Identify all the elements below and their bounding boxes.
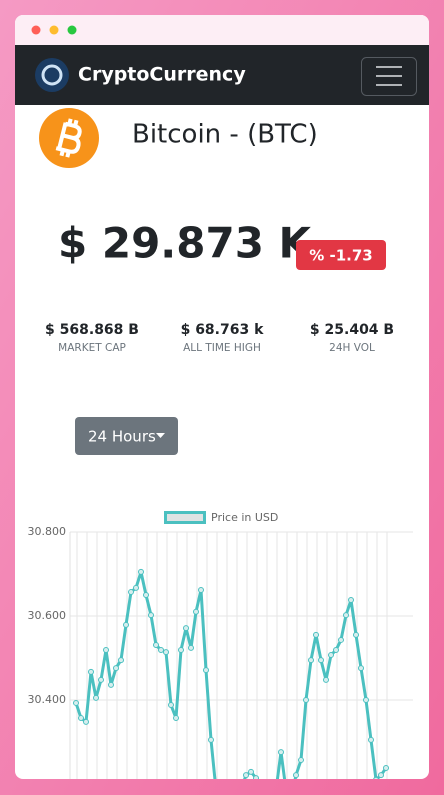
price-point — [158, 647, 164, 654]
title-bar — [15, 15, 429, 45]
price-point — [138, 568, 144, 575]
brand[interactable]: CryptoCurrency — [78, 64, 246, 86]
chart: 30.400 30.600 30.800 Price in USD — [28, 511, 413, 779]
price-point — [118, 657, 124, 664]
stat-value: $ 568.868 B — [45, 322, 139, 338]
price-point — [93, 694, 99, 701]
price-point — [88, 668, 94, 675]
price-point — [128, 589, 134, 596]
change-text: % -1.73 — [309, 247, 373, 265]
price-point — [178, 647, 184, 654]
close-dot[interactable] — [31, 25, 41, 35]
stat-label: MARKET CAP — [58, 342, 126, 354]
legend-label: Price in USD — [211, 511, 278, 524]
menu-button[interactable] — [361, 57, 417, 96]
price-point — [108, 681, 114, 688]
price-point — [83, 718, 89, 725]
price-point — [248, 768, 254, 775]
price-point — [113, 665, 119, 672]
price-point — [173, 715, 179, 722]
price-point — [358, 665, 364, 672]
timeframe-dropdown[interactable] — [75, 417, 178, 455]
price-point — [98, 676, 104, 683]
price-point — [318, 657, 324, 664]
coin-price: $ 29.873 K — [58, 219, 313, 268]
price-point — [308, 657, 314, 664]
price-point — [153, 641, 159, 648]
price-point — [123, 621, 129, 628]
y-tick-label: 30.800 — [28, 525, 67, 538]
change-badge — [296, 240, 386, 270]
price-point — [323, 676, 329, 683]
price-point — [143, 592, 149, 598]
price-point — [333, 647, 339, 654]
dropdown-label: 24 Hours — [88, 428, 156, 446]
price-point — [253, 775, 259, 779]
price-point — [313, 631, 319, 638]
price-point — [193, 608, 199, 615]
price-point — [188, 644, 194, 651]
price-point — [293, 772, 299, 779]
price-point — [338, 636, 344, 643]
price-point — [103, 647, 109, 654]
price-point — [163, 649, 169, 656]
coin-name: Bitcoin - (BTC) — [132, 120, 318, 150]
minimize-dot[interactable] — [49, 25, 59, 35]
legend-swatch — [164, 511, 206, 524]
price-point — [73, 699, 79, 706]
price-point — [378, 772, 384, 779]
menu-icon — [376, 66, 402, 86]
price-point — [243, 772, 249, 779]
dropdown-caret — [156, 433, 165, 438]
price-point — [353, 631, 359, 638]
maximize-dot[interactable] — [67, 25, 77, 35]
price-point — [133, 584, 139, 591]
stat-value: $ 25.404 B — [310, 322, 394, 338]
y-tick-label: 30.600 — [28, 609, 67, 622]
brand-logo-ring — [41, 64, 63, 86]
price-point — [278, 749, 284, 756]
price-point — [168, 702, 174, 709]
price-point — [348, 597, 354, 604]
price-point — [368, 736, 374, 743]
window: CryptoCurrency Bitcoin - (BTC) $ 29.873 … — [15, 15, 429, 779]
price-point — [373, 776, 379, 779]
price-point — [208, 736, 214, 743]
price-point — [148, 612, 154, 619]
price-point — [198, 586, 204, 593]
price-point — [363, 697, 369, 703]
stat-value: $ 68.763 k — [181, 322, 265, 338]
brand-logo[interactable] — [35, 58, 69, 92]
price-point — [303, 697, 309, 703]
price-point — [383, 765, 389, 772]
navbar — [15, 45, 429, 105]
price-point — [328, 652, 334, 659]
price-point — [203, 667, 209, 674]
price-point — [183, 625, 189, 632]
price-point — [343, 612, 349, 619]
price-point — [78, 715, 84, 722]
y-tick-label: 30.400 — [28, 693, 67, 706]
stat-label: ALL TIME HIGH — [183, 342, 261, 354]
stats: $ 568.868 B MARKET CAP $ 68.763 k ALL TIME … — [45, 322, 394, 354]
stat-label: 24H VOL — [329, 342, 375, 354]
coin-symbol — [55, 118, 82, 158]
price-point — [298, 757, 304, 764]
